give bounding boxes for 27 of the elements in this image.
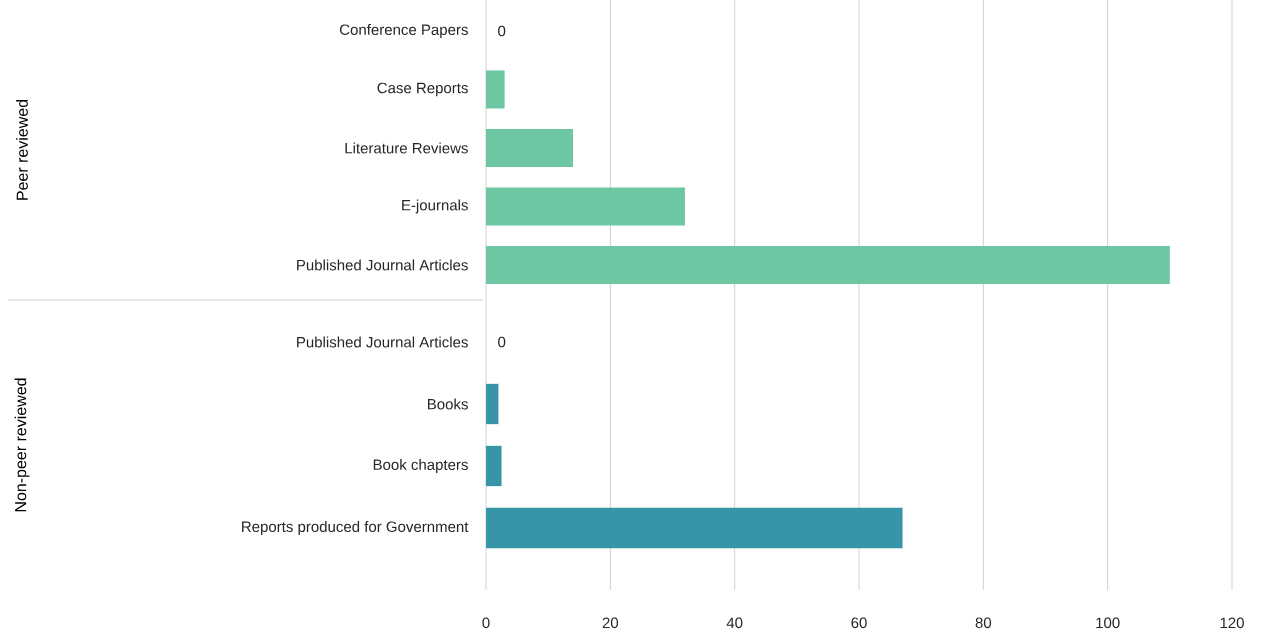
bar: [486, 245, 1170, 284]
y-tick-label: Published Journal Articles: [297, 259, 468, 271]
data-label: 0: [498, 336, 506, 348]
y-tick-label: Book chapters: [373, 459, 468, 473]
y-tick-label: Books: [428, 398, 468, 410]
x-tick-label: 60: [851, 617, 867, 629]
y-axis-title: Non-peer reviewed: [14, 378, 30, 512]
y-tick-label: Conference Papers: [339, 24, 468, 38]
bar: [486, 70, 505, 109]
x-tick-label: 120: [1220, 617, 1244, 629]
x-tick-label: 40: [726, 617, 743, 629]
y-tick-label: E-journals: [402, 199, 468, 214]
bar: [486, 187, 685, 226]
y-tick-label: Literature Reviews: [345, 142, 468, 154]
bar: [486, 445, 502, 487]
bar: [486, 128, 574, 167]
y-axis-title: Peer reviewed: [16, 99, 28, 200]
bar: [486, 507, 903, 549]
x-tick-label: 80: [975, 617, 992, 629]
y-tick-label: Case Reports: [377, 82, 468, 97]
data-label: 0: [498, 25, 506, 37]
y-tick-label: Published Journal Articles: [297, 336, 468, 348]
y-tick-label: Reports produced for Government: [242, 521, 469, 535]
x-tick-label: 0: [482, 617, 490, 629]
bar: [486, 383, 499, 425]
x-tick-label: 100: [1096, 617, 1120, 629]
x-tick-label: 20: [602, 617, 619, 629]
